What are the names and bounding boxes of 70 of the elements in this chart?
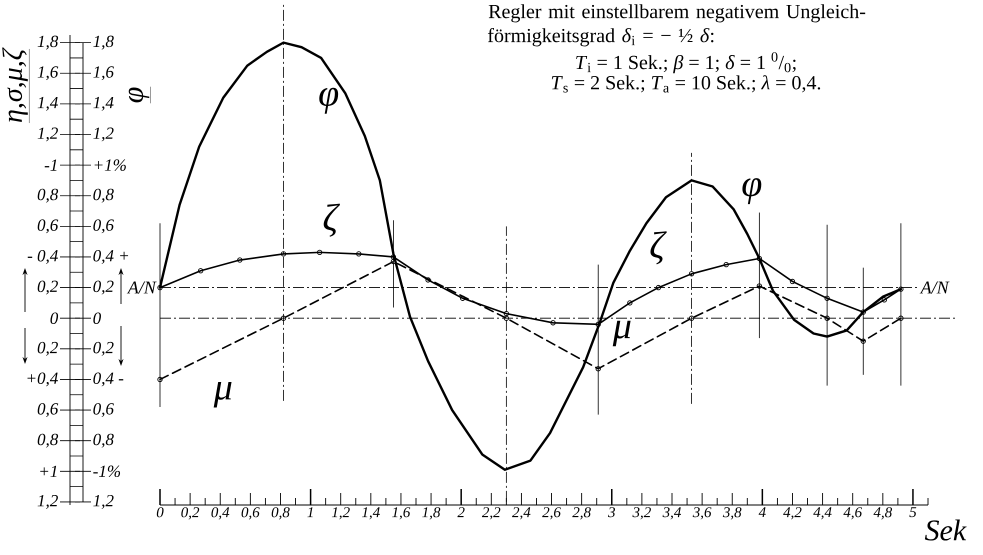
x-tick-label: 3,8: [722, 507, 742, 520]
y2-tick-label: 0,6: [93, 403, 114, 418]
y-tick-label: +1: [40, 466, 56, 477]
x-axis-title: Sek: [924, 519, 967, 541]
text: μ: [214, 382, 232, 408]
y-tick-label: 0,6: [38, 403, 58, 418]
x-tick-label: 0,6: [242, 507, 260, 520]
y-tick-label: 1,8: [38, 36, 58, 50]
x-tick-label: 0,2: [181, 507, 200, 520]
y2-tick-label: 1,2: [93, 128, 114, 142]
y-tick-label: 1,2: [38, 128, 58, 142]
y2-tick-label: 1,8: [93, 36, 114, 50]
y-tick-label: 0,6: [38, 219, 58, 234]
text: A/N: [126, 282, 157, 294]
x-tick-label: 4,4: [813, 507, 832, 520]
x-tick-label: 2,8: [572, 507, 591, 520]
y-axis-title: η,σ,μ,ζ: [2, 47, 28, 122]
series-label: φ: [319, 88, 338, 114]
x-tick-label: 2,4: [512, 507, 530, 520]
x-tick-label: 0,4: [211, 507, 230, 520]
y2-tick-label: 0,8: [93, 188, 114, 203]
y-tick-label: 0,2: [38, 280, 58, 295]
x-tick-label: 1,8: [422, 507, 440, 520]
x-tick-label: 1,2: [332, 507, 350, 520]
x-tick-label: 2,2: [482, 507, 500, 520]
x-tick-label: 4,6: [843, 507, 862, 520]
x-tick-label: 3,4: [662, 507, 682, 520]
y-tick-label: - 0,4: [28, 250, 58, 264]
x-tick-label: 2,6: [542, 507, 561, 520]
x-tick-label: 2: [457, 507, 465, 518]
y-tick-label: 0,8: [38, 434, 58, 448]
y2-tick-label: 0,2: [93, 280, 114, 295]
x-tick-label: 1,6: [392, 507, 410, 520]
y2-tick-label: 0,8: [93, 434, 114, 448]
series-label: ζ: [324, 204, 340, 237]
y-tick-label: +0,4: [28, 372, 58, 386]
y2-tick-label: +1%: [94, 159, 126, 171]
x-tick-label: 5: [909, 507, 916, 518]
y-tick-label: -1: [44, 159, 56, 171]
ref-line-label: A/N: [920, 282, 950, 294]
y2-tick-label: 0,4 -: [93, 372, 124, 386]
y-tick-label: 1,6: [38, 66, 58, 80]
y-tick-label: 0,2: [38, 342, 58, 356]
y-tick-label: 1,4: [38, 96, 58, 111]
y-tick-label: 0,8: [38, 188, 58, 203]
y-tick-label: 0: [50, 312, 58, 324]
text: φ: [742, 178, 762, 204]
y2-tick-label: 1,4: [93, 96, 114, 111]
y2-axis-title: φ: [128, 88, 150, 102]
y2-tick-label: -1%: [93, 466, 120, 478]
x-tick-label: 4: [758, 507, 766, 518]
x-tick-label: 0: [156, 507, 164, 518]
x-tick-label: 1,4: [362, 507, 380, 520]
text: ζ: [650, 231, 667, 264]
x-tick-label: 1: [307, 507, 313, 518]
annotation: T$_{s}$ = 2 Sek.; T$_{a}$ = 10 Sek.; λ = 0,4.: [552, 75, 820, 93]
x-tick-label: 3,6: [692, 507, 712, 520]
x-tick-label: 0,8: [272, 507, 290, 520]
chart-title: Regler mit einstellbarem negativem Ungleich- förmigkeitsgrad δ$_{i}$ = − ½ δ:: [488, 4, 866, 46]
x-tick-label: 3,2: [632, 507, 651, 520]
y2-tick-label: 1,6: [93, 66, 114, 80]
series-label: μ: [612, 320, 631, 346]
x-tick-label: 3: [608, 507, 615, 518]
y2-tick-label: 0,4 +: [93, 250, 128, 264]
y2-tick-label: 0: [93, 312, 101, 324]
y2-tick-label: 0,2: [93, 342, 114, 356]
text: T$_{i}$ = 1 Sek.; β = 1; δ = 1 $^{0}$/$_{0}$;: [576, 52, 796, 74]
x-tick-label: 4,8: [873, 507, 892, 520]
y2-tick-label: 0,6: [93, 219, 114, 234]
x-tick-label: 4,2: [783, 507, 802, 520]
